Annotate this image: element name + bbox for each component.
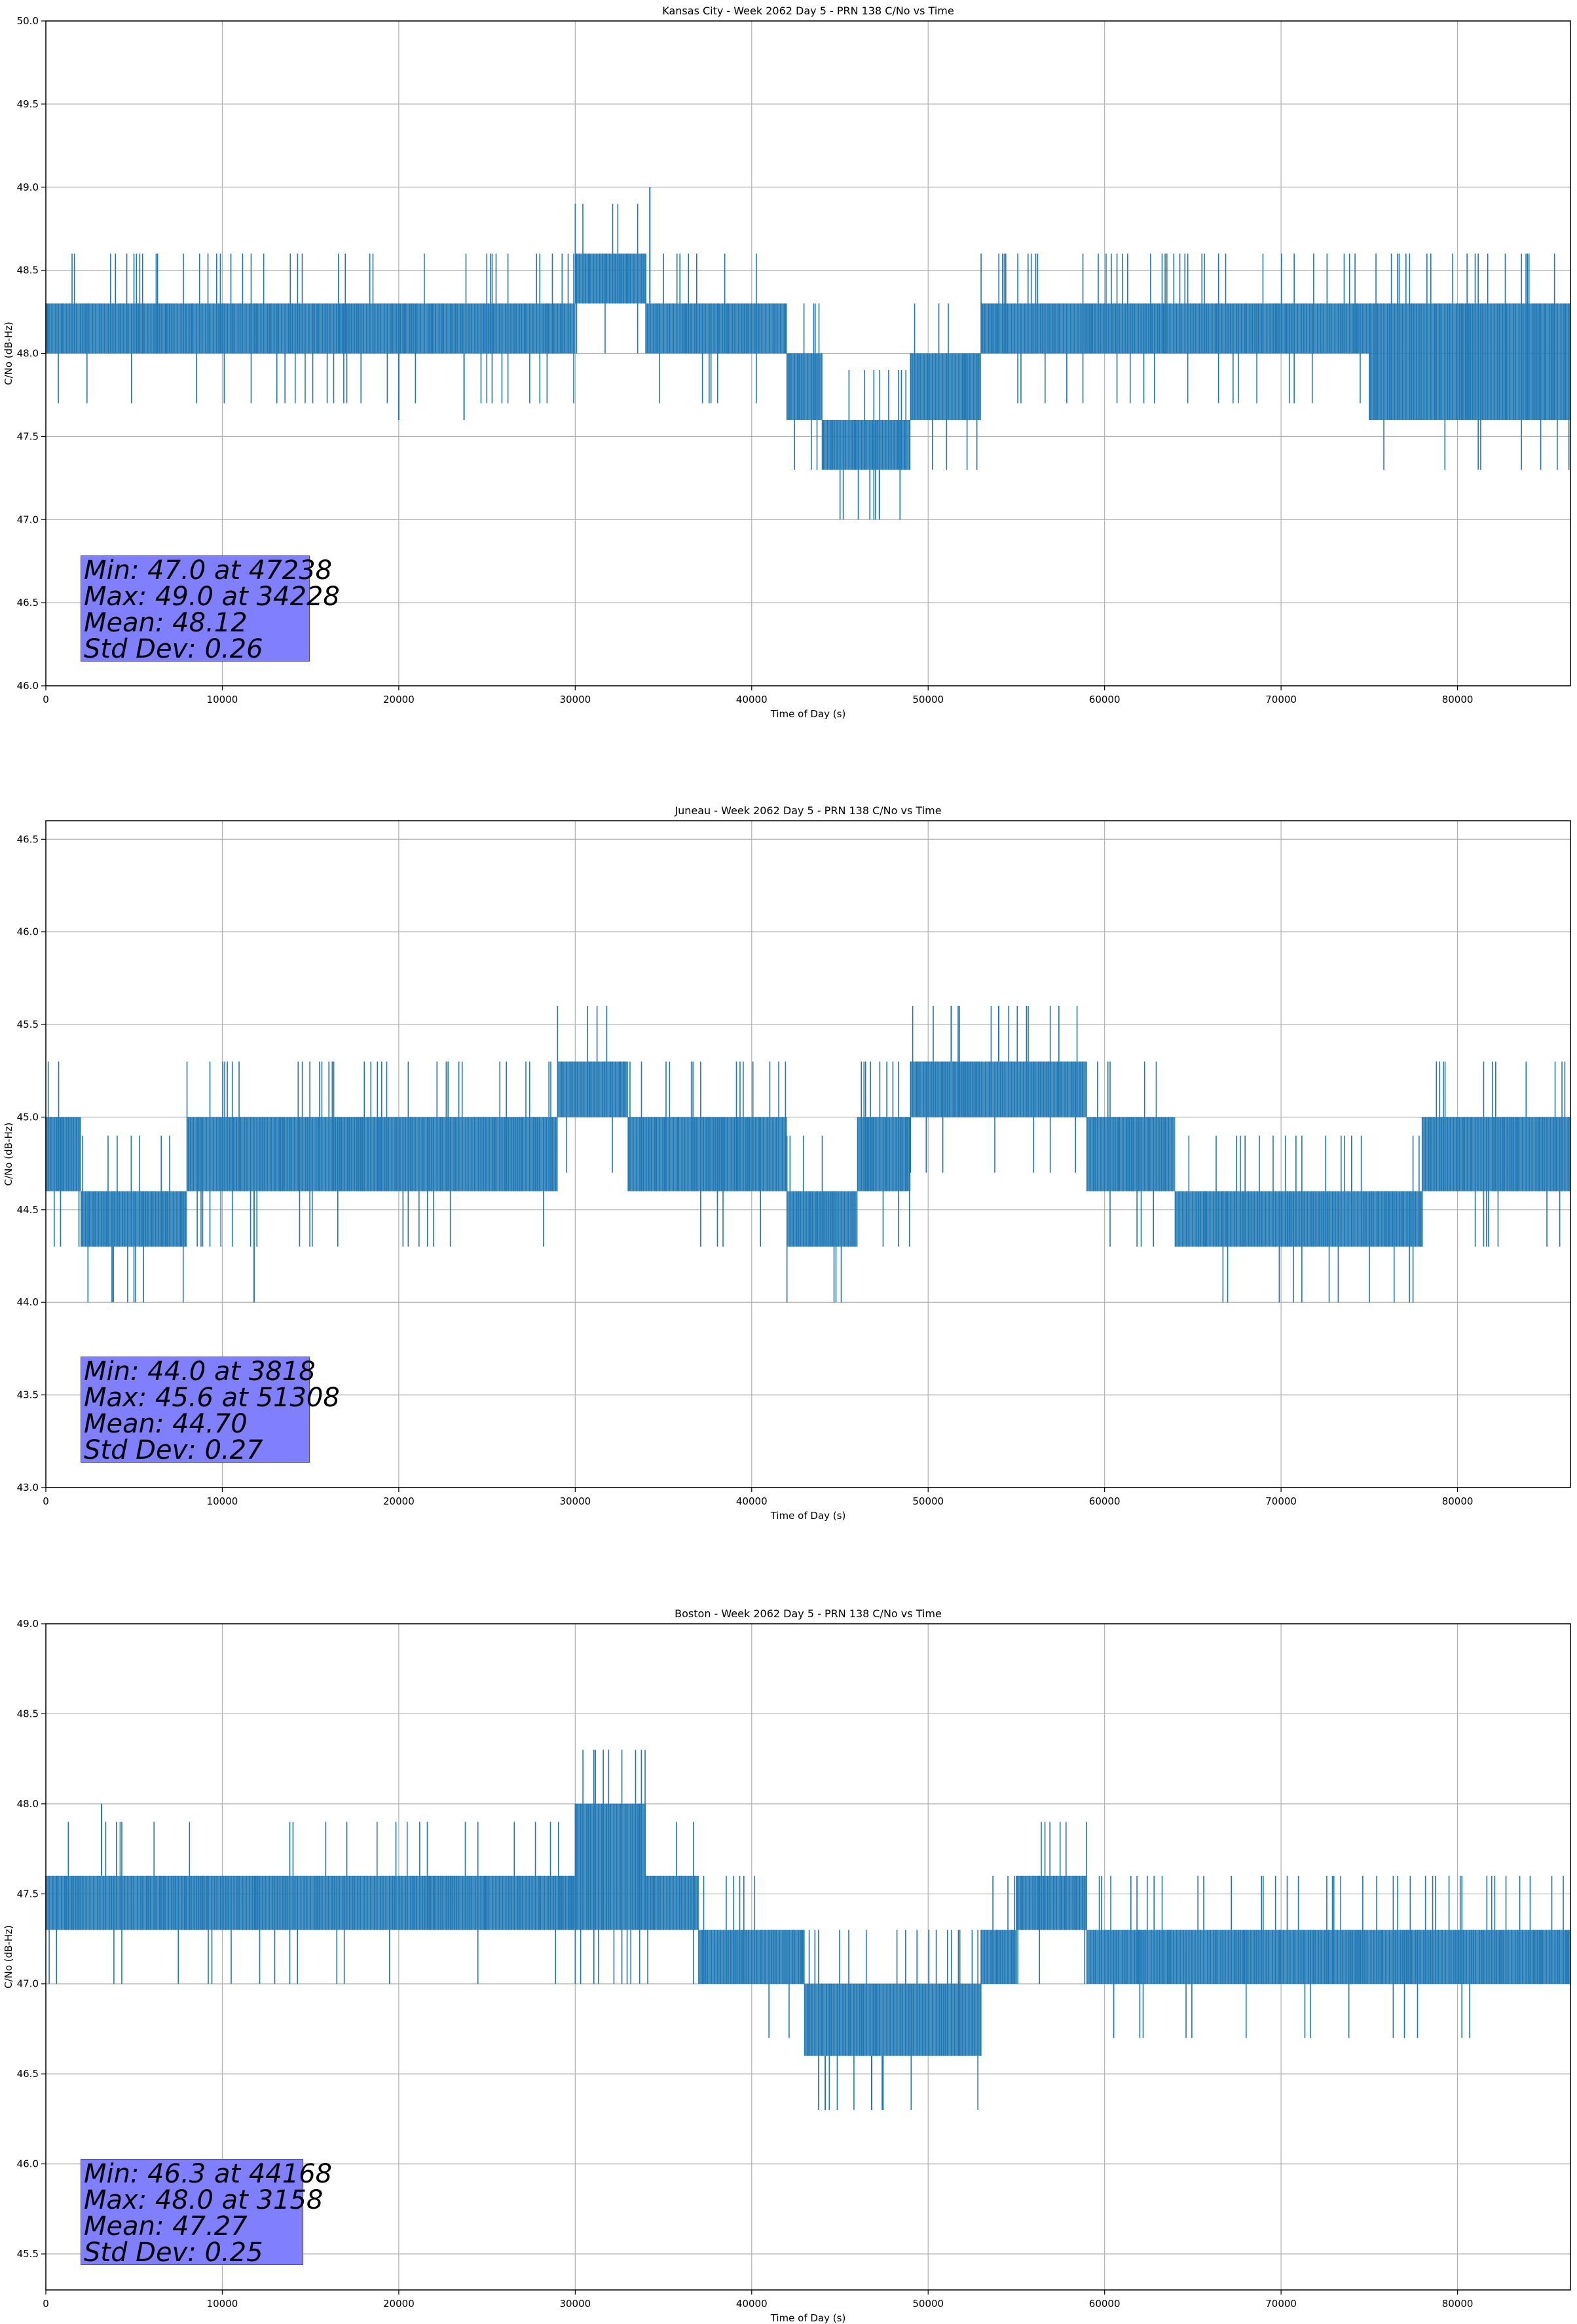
y-tick-label: 43.5 [17,1389,39,1401]
y-tick-label: 43.0 [17,1482,39,1493]
y-tick-label: 46.5 [17,2068,39,2080]
series-band [1086,1117,1176,1191]
x-tick-label: 40000 [736,1495,768,1507]
y-tick-label: 48.0 [17,1798,39,1810]
y-tick-label: 49.0 [17,181,39,193]
y-tick-label: 49.0 [17,1618,39,1630]
x-tick-label: 50000 [912,2298,944,2310]
y-tick-label: 47.5 [17,430,39,442]
x-tick-label: 80000 [1442,2298,1474,2310]
y-tick-label: 44.0 [17,1296,39,1308]
series-band [981,303,1369,354]
stats-std: Std Dev: 0.27 [84,1435,263,1465]
stats-max: Max: 48.0 at 3158 [84,2185,324,2215]
x-tick-label: 10000 [207,1495,238,1507]
chart-title: Kansas City - Week 2062 Day 5 - PRN 138 … [662,5,954,17]
x-tick-label: 0 [43,694,49,705]
y-tick-label: 46.0 [17,2158,39,2170]
y-tick-label: 44.5 [17,1204,39,1216]
plot-frame [45,1623,1571,2291]
y-tick-label: 45.5 [17,2248,39,2260]
y-tick-label: 46.0 [17,926,39,938]
x-tick-label: 10000 [207,694,238,705]
y-tick-label: 45.5 [17,1019,39,1030]
x-tick-label: 20000 [383,694,415,705]
series-line [45,187,1570,520]
x-tick-label: 70000 [1265,2298,1297,2310]
y-tick-label: 46.5 [17,597,39,609]
stats-max: Max: 49.0 at 34228 [84,582,340,612]
x-tick-label: 0 [43,1495,49,1507]
y-axis-label: C/No (dB-Hz) [3,1925,14,1989]
x-tick-label: 80000 [1442,694,1474,705]
x-tick-label: 70000 [1265,1495,1297,1507]
chart-3: 0 10000 20000 30000 40000 50000 60000 70000 8000… [3,1607,1571,2324]
series-band [557,1061,629,1117]
x-tick-label: 30000 [559,2298,591,2310]
x-tick-label: 80000 [1442,1495,1474,1507]
x-tick-label: 50000 [912,1495,944,1507]
stats-mean: Mean: 44.70 [84,1409,248,1439]
stats-min: Min: 46.3 at 44168 [84,2159,333,2189]
stats-min: Min: 44.0 at 3818 [84,1357,316,1387]
stats-box: Min: 46.3 at 44168 Max: 48.0 at 3158 Mean:… [81,2159,333,2268]
x-tick-label: 0 [43,2298,49,2310]
stats-box: Min: 44.0 at 3818 Max: 45.6 at 51308 Mean:… [81,1357,340,1465]
y-tick-label: 45.0 [17,1111,39,1123]
y-axis-label: C/No (dB-Hz) [3,322,14,385]
x-tick-label: 70000 [1265,694,1297,705]
y-tick-label: 49.5 [17,98,39,110]
chart-2: 0 10000 20000 30000 40000 50000 60000 70000 8000… [3,804,1571,1522]
y-tick-label: 48.5 [17,1708,39,1719]
x-axis-label: Time of Day (s) [770,1510,846,1522]
series-band [787,353,823,420]
stats-std: Std Dev: 0.25 [84,2238,263,2268]
series-band [910,353,982,420]
x-tick-label: 20000 [383,1495,415,1507]
series-line [45,1750,1570,2110]
series-band [910,1061,1087,1117]
y-tick-label: 48.5 [17,265,39,276]
y-tick-label: 47.0 [17,1978,39,1990]
x-axis-label: Time of Day (s) [770,2312,846,2324]
stats-box: Min: 47.0 at 47238 Max: 49.0 at 34228 Mean… [81,555,340,664]
x-tick-label: 50000 [912,694,944,705]
series-line [45,1005,1571,1303]
y-tick-label: 46.5 [17,833,39,845]
y-axis-label: C/No (dB-Hz) [3,1123,14,1186]
y-tick-label: 46.0 [17,680,39,692]
chart-title: Juneau - Week 2062 Day 5 - PRN 138 C/No … [674,804,941,817]
x-tick-label: 30000 [559,1495,591,1507]
x-tick-label: 60000 [1089,1495,1121,1507]
y-tick-label: 48.0 [17,348,39,360]
series-band [1422,1117,1570,1191]
x-tick-label: 40000 [736,2298,768,2310]
stats-std: Std Dev: 0.26 [84,634,263,664]
stats-mean: Mean: 48.12 [84,608,248,638]
x-axis-label: Time of Day (s) [770,708,846,720]
x-tick-label: 30000 [559,694,591,705]
stats-min: Min: 47.0 at 47238 [84,555,333,586]
plot-frame [45,820,1571,1488]
stats-mean: Mean: 47.27 [84,2211,248,2241]
x-tick-label: 10000 [207,2298,238,2310]
y-tick-label: 47.0 [17,514,39,525]
x-tick-label: 40000 [736,694,768,705]
chart-1: 0 10000 20000 30000 40000 50000 60000 70000 8000… [3,5,1571,720]
x-tick-label: 60000 [1089,2298,1121,2310]
x-tick-label: 20000 [383,2298,415,2310]
x-tick-label: 60000 [1089,694,1121,705]
y-tick-label: 47.5 [17,1888,39,1900]
stats-max: Max: 45.6 at 51308 [84,1383,340,1413]
chart-title: Boston - Week 2062 Day 5 - PRN 138 C/No … [675,1607,942,1620]
y-tick-label: 50.0 [17,15,39,27]
